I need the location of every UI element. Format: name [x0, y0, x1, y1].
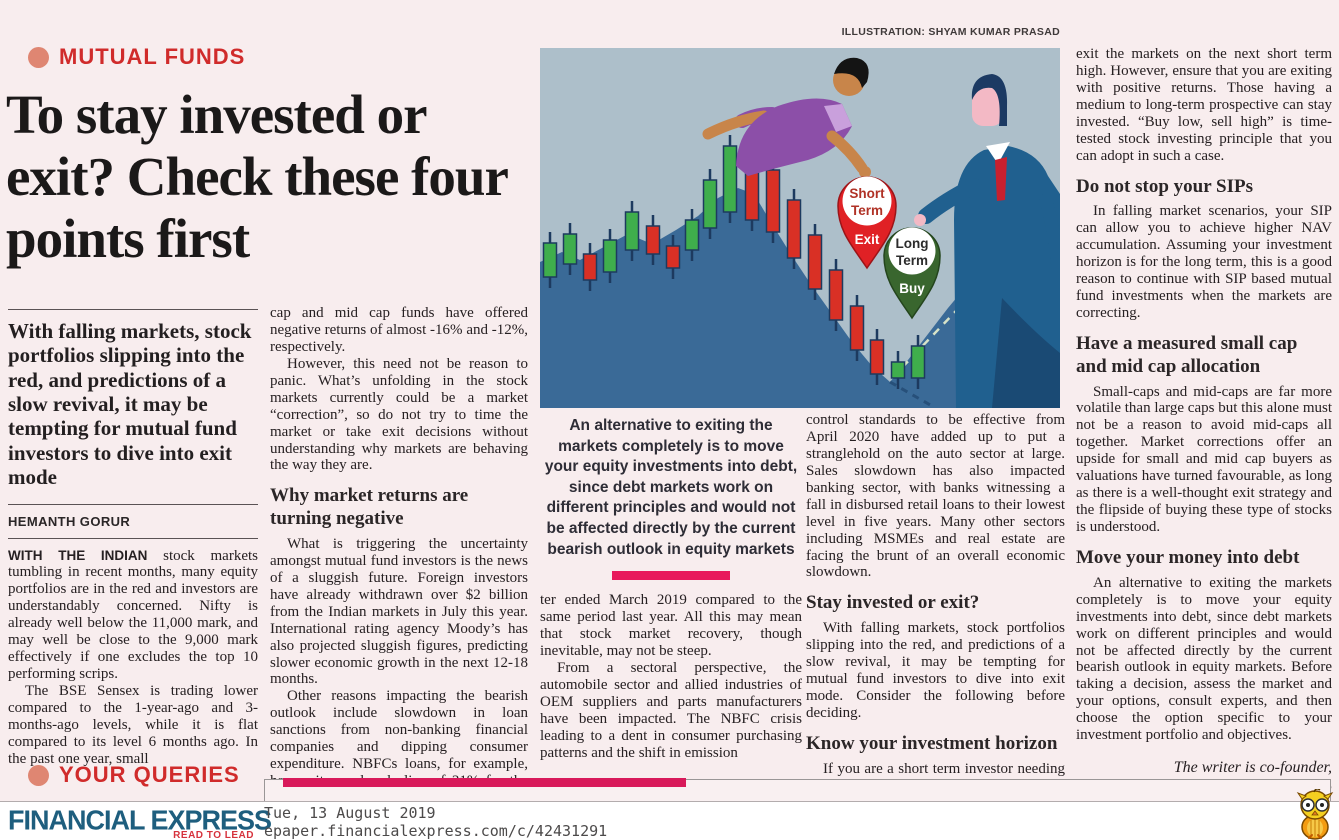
article-paragraph: cap and mid cap funds have offered negat… [270, 305, 528, 355]
signoff-line1: The writer is co-founder, [1173, 759, 1332, 777]
exit-pin-line1: Short [849, 186, 885, 201]
financial-express-logo: FINANCIAL EXPRESS [8, 804, 272, 836]
byline: HEMANTH GORUR [8, 513, 131, 529]
article-paragraph: What is triggering the uncertainty among… [270, 535, 528, 688]
queries-kicker: YOUR QUERIES [28, 762, 240, 788]
queries-red-bar [283, 778, 686, 787]
market-illustration: Short Term Exit Long Term Buy [540, 48, 1060, 408]
exit-pin-line2: Term [851, 203, 883, 218]
exit-pin-icon: Short Term Exit [837, 176, 897, 270]
article-paragraph: In falling market scenarios, your SIP ca… [1076, 203, 1332, 321]
article-column-1: With falling markets, stock portfolios s… [8, 309, 258, 768]
section-kicker-label: MUTUAL FUNDS [59, 44, 246, 69]
buy-pin-icon: Long Term Buy [883, 227, 941, 320]
lead-caps: WITH THE INDIAN [8, 547, 148, 563]
owl-mascot-icon [1296, 789, 1334, 840]
subhead-debt: Move your money into debt [1076, 546, 1300, 568]
bullet-dot-icon [28, 764, 49, 786]
article-column-2: cap and mid cap funds have offered negat… [270, 305, 528, 807]
article-paragraph: From a sectoral perspective, the automob… [540, 660, 802, 761]
subhead-smallcap: Have a measured small cap and mid cap al… [1076, 332, 1298, 377]
logo-tagline: READ TO LEAD [173, 830, 254, 840]
subhead-investment-horizon: Know your investment horizon [806, 732, 1058, 754]
article-paragraph: exit the markets on the next short term … [1076, 46, 1332, 164]
decline-dashed-line [889, 380, 933, 408]
article-paragraph: ter ended March 2019 compared to the sam… [540, 592, 802, 660]
article-paragraph: control standards to be effective from A… [806, 412, 1065, 581]
queries-kicker-label: YOUR QUERIES [59, 762, 240, 787]
article-column-4: control standards to be effective from A… [806, 412, 1065, 794]
section-kicker: MUTUAL FUNDS [28, 44, 245, 70]
subhead-market-returns: Why market returns are turning negative [270, 485, 469, 530]
article-column-3: An alternative to exiting the markets co… [540, 416, 802, 762]
article-paragraph: WITH THE INDIAN stock markets tumbling i… [8, 548, 258, 684]
paragraph-text: stock markets tumbling in recent months,… [8, 547, 258, 683]
candlestick-chart [542, 129, 926, 389]
buy-pin-line1: Long [896, 236, 929, 251]
epaper-footer: FINANCIAL EXPRESS READ TO LEAD Tue, 13 A… [0, 801, 1339, 840]
illustration-credit: ILLUSTRATION: SHYAM KUMAR PRASAD [841, 26, 1060, 38]
subhead-sips: Do not stop your SIPs [1076, 175, 1254, 197]
divider [8, 503, 258, 505]
pull-quote-bar [612, 571, 730, 581]
article-paragraph: The BSE Sensex is trading lower compared… [8, 683, 258, 767]
article-paragraph: However, this need not be reason to pani… [270, 355, 528, 474]
market-mountain-shape [540, 188, 1060, 408]
exit-pin-action: Exit [855, 232, 880, 247]
article-paragraph: With falling markets, stock portfolios s… [806, 620, 1065, 721]
buy-pin-line2: Term [896, 253, 928, 268]
standfirst: With falling markets, stock portfolios s… [8, 319, 252, 490]
page-title: To stay invested or exit? Check these fo… [6, 84, 508, 270]
pull-quote: An alternative to exiting the markets co… [544, 417, 798, 558]
bullet-dot-icon [28, 46, 49, 68]
buy-pin-action: Buy [899, 281, 925, 296]
epaper-url[interactable]: epaper.financialexpress.com/c/42431291 [264, 822, 608, 840]
article-column-5: exit the markets on the next short term … [1076, 46, 1332, 800]
investor-purple-figure [702, 57, 871, 178]
subhead-stay-invested: Stay invested or exit? [806, 592, 980, 614]
investor-blue-figure [914, 74, 1060, 408]
article-paragraph: Small-caps and mid-caps are far more vol… [1076, 383, 1332, 536]
divider [8, 309, 258, 310]
divider [8, 537, 258, 539]
edition-date: Tue, 13 August 2019 [264, 804, 436, 822]
article-paragraph: An alternative to exiting the markets co… [1076, 574, 1332, 744]
